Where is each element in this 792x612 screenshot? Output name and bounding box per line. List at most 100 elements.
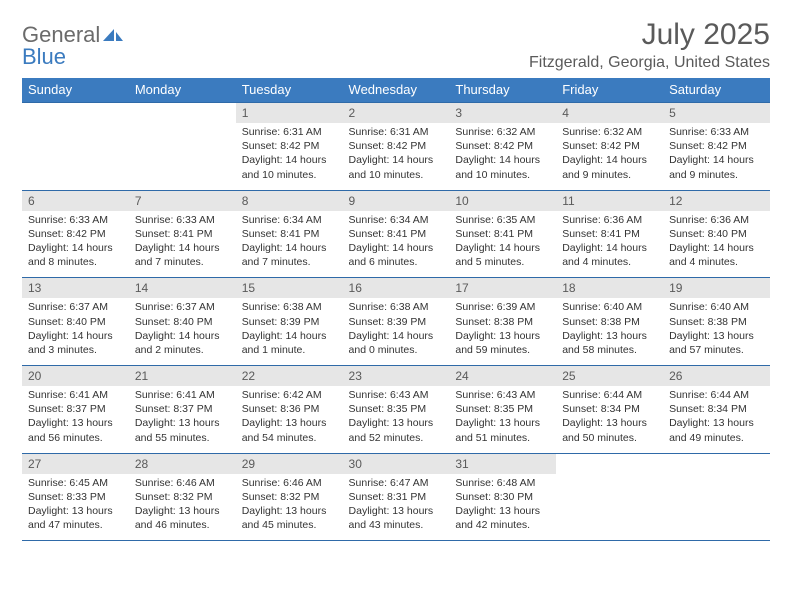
- sunrise-text: Sunrise: 6:33 AM: [135, 213, 230, 227]
- sunrise-text: Sunrise: 6:42 AM: [242, 388, 337, 402]
- sunset-text: Sunset: 8:41 PM: [242, 227, 337, 241]
- day-number-cell: 28: [129, 453, 236, 474]
- sunrise-text: Sunrise: 6:40 AM: [669, 300, 764, 314]
- day-detail-cell: [556, 474, 663, 541]
- dow-tue: Tuesday: [236, 78, 343, 103]
- sunrise-text: Sunrise: 6:34 AM: [349, 213, 444, 227]
- sunrise-text: Sunrise: 6:46 AM: [242, 476, 337, 490]
- daylight-line2: and 3 minutes.: [28, 343, 123, 357]
- sunrise-text: Sunrise: 6:36 AM: [669, 213, 764, 227]
- sunrise-text: Sunrise: 6:41 AM: [135, 388, 230, 402]
- day-detail-cell: Sunrise: 6:46 AMSunset: 8:32 PMDaylight:…: [236, 474, 343, 541]
- daylight-line1: Daylight: 13 hours: [562, 329, 657, 343]
- day-number-cell: 24: [449, 366, 556, 387]
- daylight-line1: Daylight: 14 hours: [455, 153, 550, 167]
- daylight-line1: Daylight: 13 hours: [349, 416, 444, 430]
- daylight-line2: and 8 minutes.: [28, 255, 123, 269]
- sunset-text: Sunset: 8:36 PM: [242, 402, 337, 416]
- day-detail-cell: Sunrise: 6:35 AMSunset: 8:41 PMDaylight:…: [449, 211, 556, 278]
- day-number-cell: 3: [449, 103, 556, 124]
- daylight-line1: Daylight: 14 hours: [349, 329, 444, 343]
- daylight-line1: Daylight: 13 hours: [669, 329, 764, 343]
- daylight-line1: Daylight: 14 hours: [242, 241, 337, 255]
- daylight-line2: and 0 minutes.: [349, 343, 444, 357]
- daylight-line2: and 45 minutes.: [242, 518, 337, 532]
- week-4-daynum-row: 2728293031: [22, 453, 770, 474]
- daylight-line2: and 10 minutes.: [455, 168, 550, 182]
- sunset-text: Sunset: 8:35 PM: [455, 402, 550, 416]
- day-number-cell: 19: [663, 278, 770, 299]
- sunset-text: Sunset: 8:42 PM: [562, 139, 657, 153]
- day-detail-cell: Sunrise: 6:32 AMSunset: 8:42 PMDaylight:…: [449, 123, 556, 190]
- daylight-line2: and 9 minutes.: [562, 168, 657, 182]
- day-detail-cell: Sunrise: 6:36 AMSunset: 8:41 PMDaylight:…: [556, 211, 663, 278]
- sunrise-text: Sunrise: 6:43 AM: [349, 388, 444, 402]
- daylight-line1: Daylight: 14 hours: [455, 241, 550, 255]
- daylight-line2: and 43 minutes.: [349, 518, 444, 532]
- sunrise-text: Sunrise: 6:48 AM: [455, 476, 550, 490]
- sunrise-text: Sunrise: 6:36 AM: [562, 213, 657, 227]
- day-detail-cell: Sunrise: 6:44 AMSunset: 8:34 PMDaylight:…: [556, 386, 663, 453]
- sunset-text: Sunset: 8:38 PM: [562, 315, 657, 329]
- day-number-cell: 1: [236, 103, 343, 124]
- sunrise-text: Sunrise: 6:44 AM: [669, 388, 764, 402]
- sunrise-text: Sunrise: 6:31 AM: [242, 125, 337, 139]
- sunset-text: Sunset: 8:31 PM: [349, 490, 444, 504]
- day-number-cell: 20: [22, 366, 129, 387]
- day-number-cell: 15: [236, 278, 343, 299]
- week-1-detail-row: Sunrise: 6:33 AMSunset: 8:42 PMDaylight:…: [22, 211, 770, 278]
- day-detail-cell: Sunrise: 6:41 AMSunset: 8:37 PMDaylight:…: [129, 386, 236, 453]
- day-number-cell: 31: [449, 453, 556, 474]
- daylight-line2: and 50 minutes.: [562, 431, 657, 445]
- daylight-line1: Daylight: 13 hours: [669, 416, 764, 430]
- daylight-line1: Daylight: 13 hours: [242, 504, 337, 518]
- daylight-line2: and 52 minutes.: [349, 431, 444, 445]
- sunset-text: Sunset: 8:42 PM: [669, 139, 764, 153]
- day-detail-cell: Sunrise: 6:43 AMSunset: 8:35 PMDaylight:…: [449, 386, 556, 453]
- sunset-text: Sunset: 8:40 PM: [28, 315, 123, 329]
- logo: GeneralBlue: [22, 18, 124, 68]
- day-number-cell: 16: [343, 278, 450, 299]
- sunset-text: Sunset: 8:42 PM: [242, 139, 337, 153]
- dow-mon: Monday: [129, 78, 236, 103]
- week-3-daynum-row: 20212223242526: [22, 366, 770, 387]
- week-4-detail-row: Sunrise: 6:45 AMSunset: 8:33 PMDaylight:…: [22, 474, 770, 541]
- day-number-cell: 10: [449, 190, 556, 211]
- day-number-cell: 17: [449, 278, 556, 299]
- sunrise-text: Sunrise: 6:44 AM: [562, 388, 657, 402]
- day-detail-cell: Sunrise: 6:40 AMSunset: 8:38 PMDaylight:…: [556, 298, 663, 365]
- day-detail-cell: Sunrise: 6:48 AMSunset: 8:30 PMDaylight:…: [449, 474, 556, 541]
- daylight-line2: and 10 minutes.: [349, 168, 444, 182]
- sunset-text: Sunset: 8:41 PM: [562, 227, 657, 241]
- sunrise-text: Sunrise: 6:39 AM: [455, 300, 550, 314]
- sunrise-text: Sunrise: 6:40 AM: [562, 300, 657, 314]
- daylight-line2: and 55 minutes.: [135, 431, 230, 445]
- logo-text-2: Blue: [22, 44, 66, 69]
- day-number-cell: 21: [129, 366, 236, 387]
- day-detail-cell: Sunrise: 6:36 AMSunset: 8:40 PMDaylight:…: [663, 211, 770, 278]
- daylight-line2: and 2 minutes.: [135, 343, 230, 357]
- day-number-cell: [22, 103, 129, 124]
- day-number-cell: 8: [236, 190, 343, 211]
- day-detail-cell: Sunrise: 6:31 AMSunset: 8:42 PMDaylight:…: [236, 123, 343, 190]
- daylight-line2: and 6 minutes.: [349, 255, 444, 269]
- day-number-cell: 2: [343, 103, 450, 124]
- daylight-line2: and 51 minutes.: [455, 431, 550, 445]
- sunset-text: Sunset: 8:33 PM: [28, 490, 123, 504]
- sunset-text: Sunset: 8:32 PM: [135, 490, 230, 504]
- sunrise-text: Sunrise: 6:41 AM: [28, 388, 123, 402]
- sunrise-text: Sunrise: 6:38 AM: [349, 300, 444, 314]
- sunrise-text: Sunrise: 6:37 AM: [135, 300, 230, 314]
- day-detail-cell: Sunrise: 6:40 AMSunset: 8:38 PMDaylight:…: [663, 298, 770, 365]
- day-detail-cell: Sunrise: 6:44 AMSunset: 8:34 PMDaylight:…: [663, 386, 770, 453]
- day-detail-cell: Sunrise: 6:31 AMSunset: 8:42 PMDaylight:…: [343, 123, 450, 190]
- day-number-cell: 26: [663, 366, 770, 387]
- daylight-line1: Daylight: 13 hours: [135, 504, 230, 518]
- month-title: July 2025: [529, 18, 770, 52]
- sunrise-text: Sunrise: 6:33 AM: [28, 213, 123, 227]
- daylight-line2: and 58 minutes.: [562, 343, 657, 357]
- daylight-line2: and 54 minutes.: [242, 431, 337, 445]
- daylight-line1: Daylight: 13 hours: [455, 504, 550, 518]
- sunset-text: Sunset: 8:38 PM: [455, 315, 550, 329]
- sunrise-text: Sunrise: 6:32 AM: [455, 125, 550, 139]
